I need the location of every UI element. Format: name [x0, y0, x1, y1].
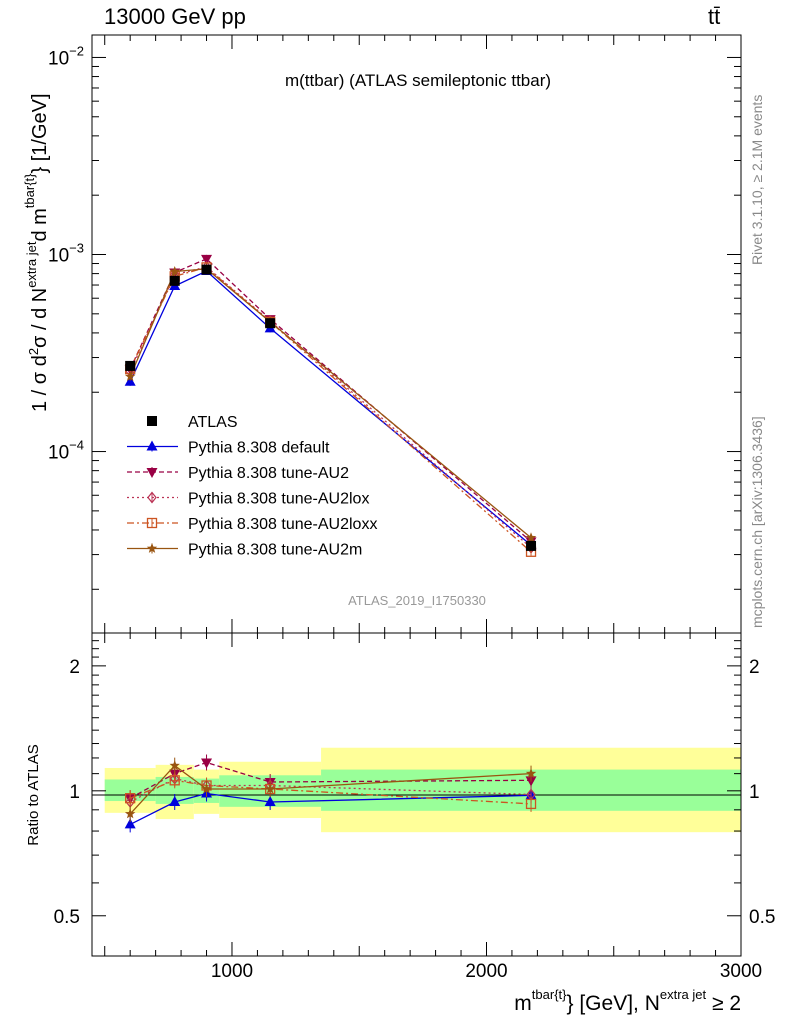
legend-label-atlas: ATLAS	[188, 414, 238, 431]
ratio-point-default	[264, 795, 276, 806]
ratio-y-tick-label-right: 1	[749, 782, 760, 803]
point-atlas	[265, 318, 276, 329]
header-process: tt̄	[708, 4, 721, 29]
point-atlas	[526, 540, 537, 551]
ratio-point-au2loxx	[125, 793, 136, 804]
top-y-tick-label: 10−4	[48, 438, 84, 464]
ratio-point-au2m	[124, 808, 136, 819]
x-axis-title: mtbar{t}} [GeV], Nextra jet ≥ 2	[514, 987, 741, 1015]
top-y-tick-label: 10−3	[48, 241, 84, 267]
ratio-y-axis-title: Ratio to ATLAS	[25, 744, 42, 845]
ratio-y-tick-label-left: 1	[69, 782, 80, 803]
point-atlas	[169, 275, 180, 286]
line-au2loxx	[129, 266, 532, 553]
legend-marker-default	[146, 440, 158, 451]
point-au2	[201, 254, 213, 265]
x-tick-label: 2000	[465, 961, 507, 982]
legend-label-au2m: Pythia 8.308 tune-AU2m	[188, 542, 362, 559]
legend-item-default: Pythia 8.308 default	[127, 440, 330, 457]
ratio-point-au2m	[201, 783, 212, 794]
legend-marker-au2lox	[147, 491, 157, 504]
ratio-y-tick-label-left: 0.5	[54, 907, 80, 928]
x-tick-label: 3000	[720, 961, 762, 982]
legend-marker-au2loxx	[146, 517, 158, 529]
legend-item-au2lox: Pythia 8.308 tune-AU2lox	[127, 491, 369, 508]
ratio-panel: 2 2 1 1 0.5 0.5 1000 2000 3000 Ratio to ATLAS m…	[25, 632, 776, 1015]
ratio-point-au2loxx	[525, 798, 537, 810]
top-axis-ticks	[92, 35, 742, 633]
ratio-point-default	[124, 818, 136, 829]
ratio-y-tick-label-right: 2	[749, 657, 760, 678]
ratio-y-tick-label-left: 2	[69, 657, 80, 678]
legend-label-au2: Pythia 8.308 tune-AU2	[188, 465, 349, 482]
legend-marker-atlas	[147, 416, 157, 426]
ratio-point-au2	[201, 758, 213, 769]
legend-item-au2loxx: Pythia 8.308 tune-AU2loxx	[127, 516, 377, 533]
legend-marker-au2m	[146, 543, 158, 553]
legend-item-au2m: Pythia 8.308 tune-AU2m	[127, 542, 362, 559]
rivet-version-label: Rivet 3.1.10, ≥ 2.1M events	[749, 95, 765, 265]
point-au2m	[124, 371, 136, 382]
ratio-point-default	[169, 795, 181, 806]
point-au2m	[525, 532, 537, 543]
point-default	[124, 375, 136, 386]
point-au2m	[169, 266, 180, 276]
top-panel: m(ttbar) (ATLAS semileptonic ttbar) ATLA…	[22, 34, 742, 634]
legend-item-atlas: ATLAS	[147, 414, 238, 431]
mcplots-reference-label: mcplots.cern.ch [arXiv:1306.3436]	[749, 416, 765, 628]
x-tick-label: 1000	[211, 961, 253, 982]
series-au2loxx	[125, 262, 537, 557]
ratio-y-tick-labels: 2 2 1 1 0.5 0.5	[54, 657, 776, 928]
point-atlas	[125, 360, 136, 371]
top-y-tick-labels: 10−2 10−3 10−4	[48, 43, 84, 463]
ratio-y-tick-label-right: 0.5	[749, 907, 775, 928]
top-series-group	[124, 254, 537, 557]
top-y-tick-label: 10−2	[48, 43, 84, 69]
point-atlas	[201, 264, 212, 275]
ratio-uncertainty-bands	[104, 747, 741, 833]
legend-marker-au2	[146, 468, 158, 478]
legend-label-au2loxx: Pythia 8.308 tune-AU2loxx	[188, 516, 377, 533]
header-energy: 13000 GeV pp	[104, 4, 246, 29]
legend-label-au2lox: Pythia 8.308 tune-AU2lox	[188, 491, 369, 508]
series-atlas	[125, 264, 537, 551]
ratio-point-au2m	[169, 760, 180, 771]
legend: ATLAS Pythia 8.308 default Pythia 8.308 tu…	[127, 414, 377, 559]
ratio-axis-ticks	[92, 632, 742, 957]
ratio-plot-frame	[91, 632, 742, 957]
ratio-point-au2loxx	[169, 775, 180, 786]
legend-label-default: Pythia 8.308 default	[188, 440, 330, 457]
ratio-series-group	[124, 754, 537, 833]
ratio-point-au2m	[525, 768, 537, 779]
analysis-watermark: ATLAS_2019_I1750330	[348, 593, 486, 608]
top-chart-title: m(ttbar) (ATLAS semileptonic ttbar)	[285, 71, 551, 90]
x-tick-labels: 1000 2000 3000	[211, 961, 762, 982]
top-y-axis-title: 1 / σ d2σ / d Nextra jetd mtbar{t}} [1/G…	[22, 93, 51, 412]
series-au2lox	[125, 260, 536, 554]
ratio-point-au2m	[264, 783, 276, 794]
legend-item-au2: Pythia 8.308 tune-AU2	[127, 465, 349, 482]
ratio-series-au2m	[124, 757, 537, 822]
